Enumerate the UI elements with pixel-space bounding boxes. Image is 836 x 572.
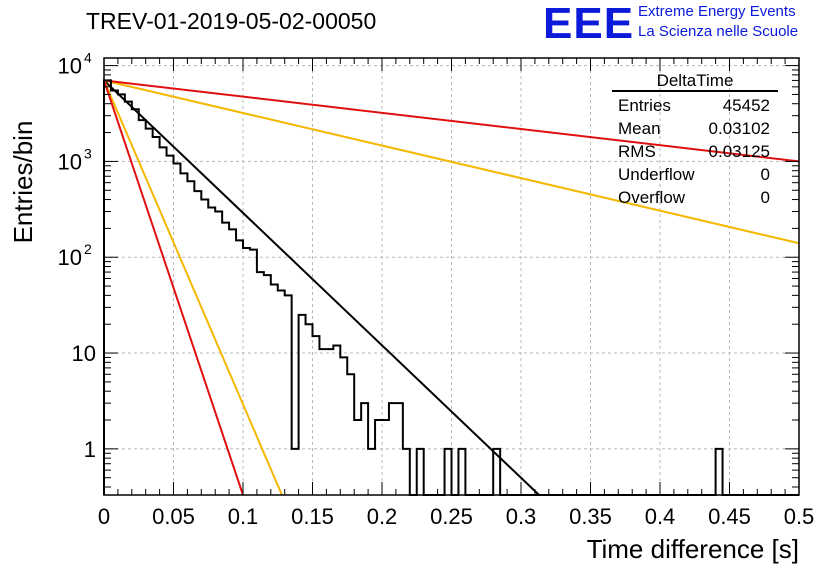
x-tick-label: 0.2 bbox=[367, 504, 398, 529]
fit-line bbox=[103, 80, 283, 496]
eee-logo-mark: EEE bbox=[543, 0, 635, 48]
stats-label: Overflow bbox=[618, 188, 686, 207]
x-tick-label: 0.35 bbox=[569, 504, 612, 529]
stats-divider bbox=[612, 90, 778, 92]
x-tick-label: 0.4 bbox=[645, 504, 676, 529]
x-tick-label: 0.45 bbox=[708, 504, 751, 529]
x-tick-label: 0.15 bbox=[291, 504, 334, 529]
stats-row-rms: RMS 0.03125 bbox=[612, 140, 778, 163]
y-tick-label: 10 bbox=[58, 54, 82, 79]
stats-row-entries: Entries 45452 bbox=[612, 94, 778, 117]
fit-curves bbox=[103, 79, 800, 496]
grid-lines bbox=[104, 58, 799, 495]
fit-line bbox=[103, 79, 800, 245]
y-axis-title: Entries/bin bbox=[8, 121, 38, 244]
stats-value: 45452 bbox=[722, 96, 770, 115]
stats-label: Underflow bbox=[618, 165, 695, 184]
x-tick-label: 0.1 bbox=[228, 504, 259, 529]
stats-value: 0.03125 bbox=[708, 142, 770, 161]
fit-line bbox=[103, 80, 244, 496]
y-tick-label: 10 bbox=[58, 149, 82, 174]
x-tick-label: 0 bbox=[98, 504, 110, 529]
stats-title: DeltaTime bbox=[656, 71, 734, 90]
stats-row-underflow: Underflow 0 bbox=[612, 163, 778, 186]
y-tick-label: 10 bbox=[58, 245, 82, 270]
stats-value: 0 bbox=[760, 165, 770, 184]
stats-label: RMS bbox=[618, 142, 656, 161]
y-tick-label: 1 bbox=[84, 437, 96, 462]
y-tick-exponent: 4 bbox=[84, 50, 92, 66]
x-tick-label: 0.3 bbox=[506, 504, 537, 529]
stats-box: DeltaTime Entries 45452 Mean 0.03102 RMS… bbox=[612, 72, 778, 209]
y-tick-exponent: 2 bbox=[84, 241, 92, 257]
stats-label: Mean bbox=[618, 119, 661, 138]
stats-row-overflow: Overflow 0 bbox=[612, 186, 778, 209]
stats-label: Entries bbox=[618, 96, 671, 115]
stats-value: 0.03102 bbox=[708, 119, 770, 138]
axis-ticks bbox=[103, 58, 800, 495]
x-tick-label: 0.5 bbox=[784, 504, 815, 529]
logo-line-2: La Scienza nelle Scuole bbox=[638, 23, 799, 40]
fit-line bbox=[103, 79, 800, 163]
y-tick-label: 10 bbox=[72, 341, 96, 366]
x-tick-labels: 0 0.05 0.1 0.15 0.2 0.25 0.3 0.35 0.4 0.45 0.5 bbox=[98, 504, 814, 529]
stats-row-mean: Mean 0.03102 bbox=[612, 117, 778, 140]
x-tick-label: 0.25 bbox=[430, 504, 473, 529]
y-tick-exponent: 3 bbox=[84, 145, 92, 161]
x-tick-label: 0.05 bbox=[152, 504, 195, 529]
fit-line bbox=[103, 79, 540, 496]
x-axis-title: Time difference [s] bbox=[587, 534, 799, 564]
logo-line-1: Extreme Energy Events bbox=[638, 3, 796, 20]
stats-value: 0 bbox=[760, 188, 770, 207]
chart-title: TREV-01-2019-05-02-00050 bbox=[86, 8, 377, 34]
